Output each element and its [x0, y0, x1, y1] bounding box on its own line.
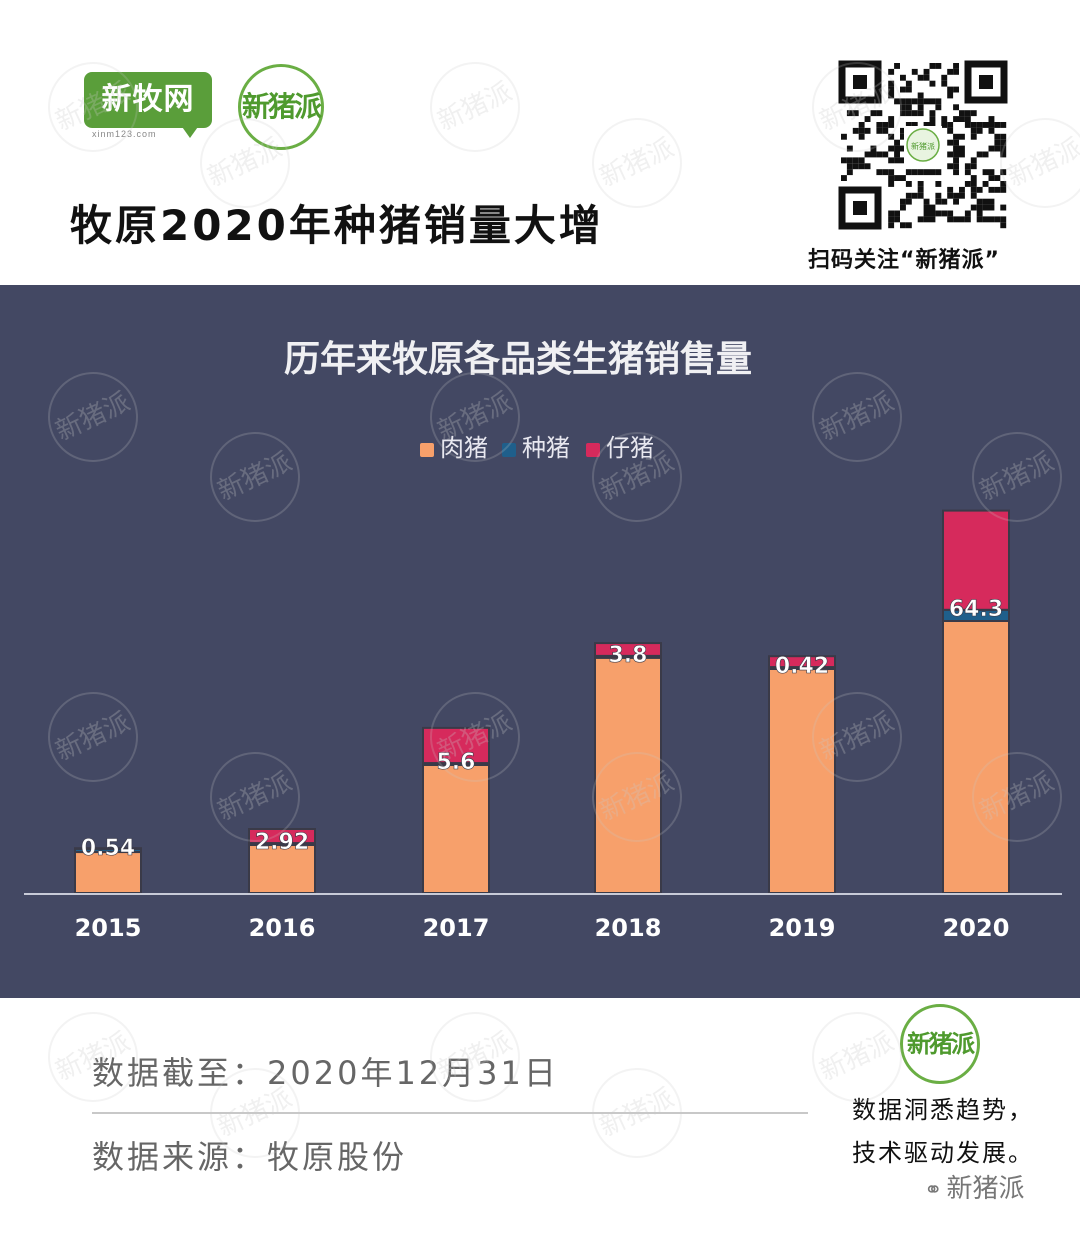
legend-label-1: 种猪: [522, 434, 570, 462]
page-title: 牧原2020年种猪销量大增: [70, 201, 604, 250]
data-date: 数据截至：2020年12月31日: [92, 1054, 559, 1092]
legend-swatch-1: [502, 443, 516, 457]
x-tick-2018: 2018: [595, 914, 662, 942]
bars-group: 0.54 2.92 5.6 3.8 0.42 64.3: [74, 509, 1010, 894]
bar-2016-series-2: [248, 828, 316, 845]
qr-center-logo: 新猪派: [911, 141, 935, 151]
bar-2020-series-0: [942, 620, 1010, 894]
data-label-2016: 2.92: [255, 830, 309, 855]
data-label-2017: 5.6: [437, 750, 476, 775]
wechat-account-mark: ⚭ 新猪派: [924, 1174, 1025, 1204]
bar-2019-series-2: [768, 655, 836, 669]
x-tick-2019: 2019: [769, 914, 836, 942]
data-label-2019: 0.42: [775, 654, 829, 679]
chart-title: 历年来牧原各品类生猪销售量: [284, 339, 752, 380]
bar-2020-series-2: [942, 509, 1010, 611]
chart-panel: 历年来牧原各品类生猪销售量 肉猪 种猪 仔猪 0.54 2.92 5.6 3.8 0.42 6…: [0, 285, 1080, 998]
x-tick-2016: 2016: [249, 914, 316, 942]
x-tick-2015: 2015: [75, 914, 142, 942]
data-label-2020: 64.3: [949, 597, 1003, 622]
stacked-bar-chart: 历年来牧原各品类生猪销售量 肉猪 种猪 仔猪 0.54 2.92 5.6 3.8 0.42 6…: [24, 339, 1062, 942]
bar-2015-series-2: [74, 847, 142, 850]
wechat-icon: ⚭: [924, 1178, 943, 1203]
x-axis-ticks: 2015 2016 2017 2018 2019 2020: [75, 914, 1010, 942]
xinmu-logo-domain: xinm123.com: [92, 129, 157, 139]
data-label-2018: 3.8: [609, 643, 648, 668]
legend-label-0: 肉猪: [440, 434, 488, 462]
data-source: 数据来源：牧原股份: [92, 1138, 408, 1176]
xinmu-logo: 新牧网: [84, 72, 212, 138]
legend-swatch-2: [586, 443, 600, 457]
header: 新牧网 xinm123.com 新猪派 牧原2020年种猪销量大增 新猪派 扫码…: [0, 0, 1080, 285]
bar-2018-series-2: [594, 642, 662, 657]
footer-divider: [92, 1112, 808, 1114]
x-tick-2020: 2020: [943, 914, 1010, 942]
qr-caption: 扫码关注“新猪派”: [808, 248, 1000, 273]
xinzhupai-logo: 新猪派: [238, 64, 324, 150]
slogan-line-2: 技术驱动发展。: [852, 1139, 1034, 1167]
bar-2017-series-2: [422, 726, 490, 765]
xinzhupai-badge: 新猪派: [900, 1004, 980, 1084]
legend-label-2: 仔猪: [606, 434, 654, 462]
bar-2018-series-0: [594, 656, 662, 894]
bar-2019-series-0: [768, 668, 836, 894]
slogan-line-1: 数据洞悉趋势，: [852, 1096, 1034, 1124]
bar-2015-series-0: [74, 851, 142, 894]
qr-code[interactable]: 新猪派: [838, 60, 1008, 230]
bar-2016-series-0: [248, 844, 316, 894]
legend-swatch-0: [420, 443, 434, 457]
chart-legend: 肉猪 种猪 仔猪: [420, 434, 654, 462]
x-tick-2017: 2017: [423, 914, 490, 942]
bar-2017-series-0: [422, 764, 490, 894]
data-label-2015: 0.54: [81, 836, 135, 861]
